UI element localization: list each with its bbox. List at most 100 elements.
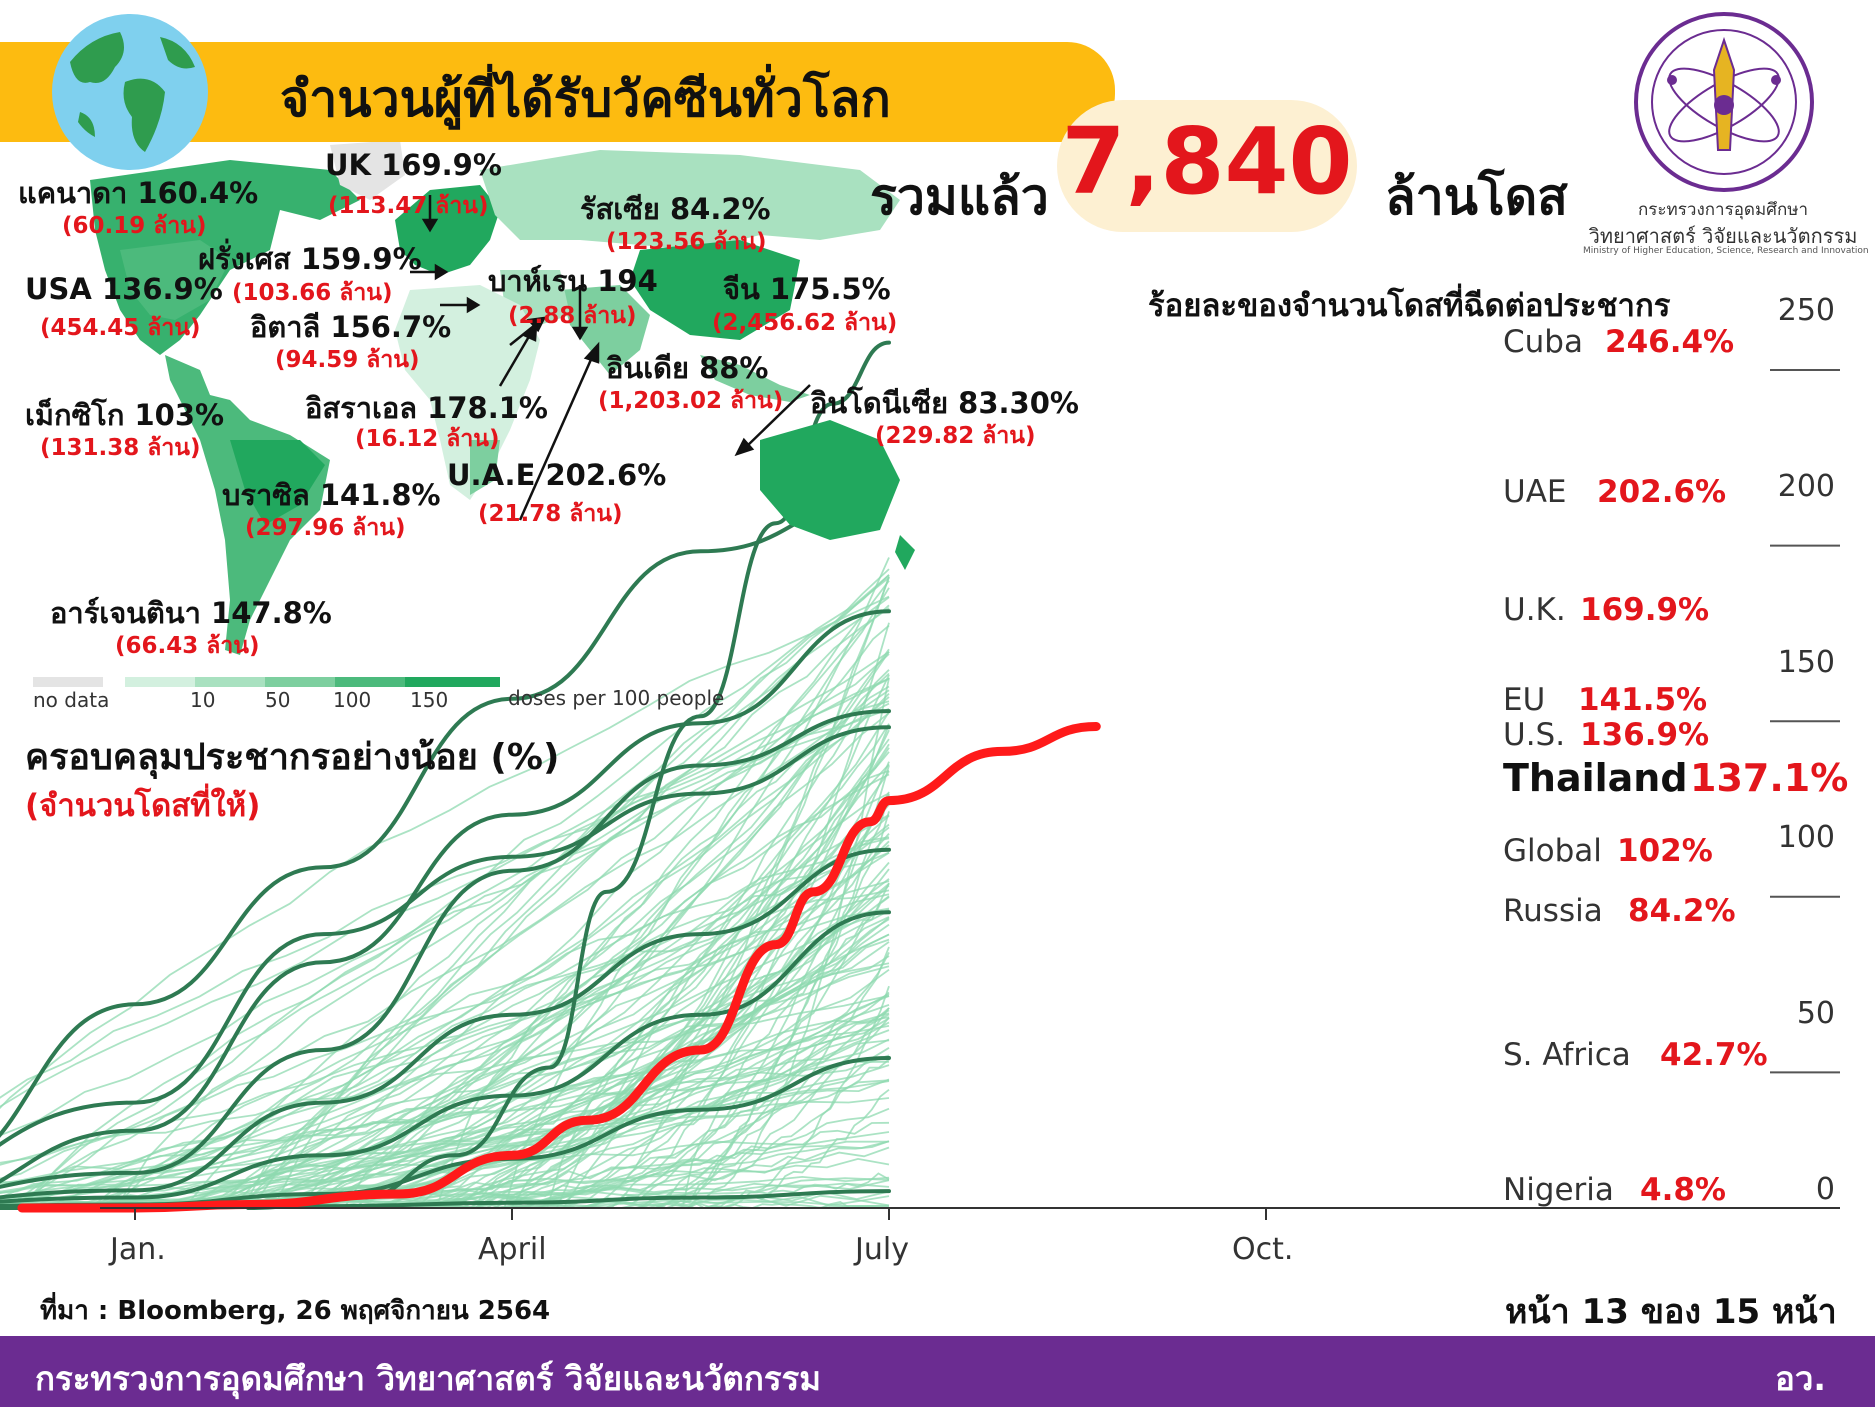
x-tick-july: July [855,1232,909,1267]
map-label-brazil: บราซิล 141.8% [222,478,441,512]
background-line [272,574,890,1209]
legend-tick-50: 50 [265,688,291,712]
map-doses-brazil: (297.96 ล้าน) [245,515,406,541]
map-label-argentina: อาร์เจนตินา 147.8% [50,596,332,630]
series-line-russia [0,910,891,1204]
background-line [0,907,890,1164]
map-label-usa: USA 136.9% [25,272,223,306]
background-line [6,677,890,1208]
map-doses-italy: (94.59 ล้าน) [275,347,420,373]
series-label-thailand: Thailand [1503,756,1688,800]
legend-tick-150: 150 [410,688,449,712]
series-value-russia: 84.2% [1628,893,1736,929]
y-tick-50: 50 [1796,996,1835,1031]
map-label-china: จีน 175.5% [723,272,891,306]
footer-ministry: กระทรวงการอุดมศึกษา วิทยาศาสตร์ วิจัยและ… [35,1359,822,1398]
legend-tick-10: 10 [190,688,216,712]
map-doses-indonesia: (229.82 ล้าน) [875,423,1036,449]
map-doses-france: (103.66 ล้าน) [232,280,393,306]
logo-name-en: Ministry of Higher Education, Science, R… [1583,246,1869,256]
series-line-thailand [17,722,1101,1213]
series-label-cuba: Cuba [1503,324,1583,360]
background-line [637,951,890,1209]
total-badge [1057,100,1357,232]
background-line [0,994,890,1166]
y-tick-200: 200 [1777,469,1835,504]
background-line [546,803,890,1208]
map-label-italy: อิตาลี 156.7% [250,310,452,344]
map-doses-argentina: (66.43 ล้าน) [115,633,260,659]
y-axis-ticks [1770,369,1840,1074]
background-line [243,851,890,1208]
logo-name-th-1: กระทรวงการอุดมศึกษา [1638,200,1808,220]
series-value-cuba: 246.4% [1605,324,1735,360]
background-line [0,689,890,1180]
map-doses-bahrain: (2.88 ล้าน) [508,303,637,329]
map-label-russia: รัสเซีย 84.2% [580,192,771,226]
background-line [250,568,890,1209]
legend-swatch-150 [405,677,500,687]
background-line [686,985,890,1209]
map-label-bahrain: บาห์เรน 194 [488,264,658,298]
total-doses-value: 7,840 [1061,108,1353,215]
coverage-title: ครอบคลุมประชากรอย่างน้อย (%) [25,737,560,778]
series-value-thailand: 137.1% [1690,756,1849,800]
background-line [0,814,890,1209]
x-tick-jan: Jan. [110,1232,166,1267]
y-tick-100: 100 [1777,820,1835,855]
x-tick-april: April [478,1232,547,1267]
total-suffix: ล้านโดส [1385,168,1568,226]
background-line [202,604,890,1204]
series-line-uae [0,494,891,1138]
map-label-india: อินเดีย 88% [606,351,769,385]
map-label-mexico: เม็กซิโก 103% [25,398,225,432]
legend-no-data: no data [33,688,110,712]
background-line [171,651,890,1209]
background-line [509,761,890,1209]
series-label-us: U.S. [1503,717,1566,753]
background-line [0,908,890,1200]
legend-swatch-10 [195,677,265,687]
background-line [230,607,890,1209]
map-doses-canada: (60.19 ล้าน) [62,213,207,239]
series-label-nigeria: Nigeria [1503,1172,1614,1208]
background-line [0,702,890,1099]
background-line [343,769,890,1209]
map-land [90,140,915,655]
footer-abbr: อว. [1775,1359,1826,1398]
series-label-eu: EU [1503,682,1546,718]
series-label-russia: Russia [1503,893,1603,929]
background-line [227,672,890,1209]
background-line [301,792,890,1204]
x-tick-oct: Oct. [1232,1232,1294,1267]
map-label-israel: อิสราเอล 178.1% [305,391,548,425]
map-label-canada: แคนาดา 160.4% [18,176,259,210]
map-label-indonesia: อินโดนีเซีย 83.30% [810,386,1079,420]
map-label-uae: U.A.E 202.6% [447,458,667,492]
background-line [89,893,890,1209]
background-line [597,576,890,1205]
legend-swatch-no-data [33,677,103,687]
series-value-nigeria: 4.8% [1640,1172,1726,1208]
x-axis-tickmarks [134,1208,1267,1220]
map-doses-india: (1,203.02 ล้าน) [598,388,784,414]
background-line [450,833,890,1205]
background-line [292,580,890,1209]
series-line-eu [0,709,891,1189]
map-doses-usa: (454.45 ล้าน) [40,315,201,341]
map-doses-israel: (16.12 ล้าน) [355,426,500,452]
legend-unit: doses per 100 people [508,686,725,710]
background-line [497,1007,890,1207]
y-tick-150: 150 [1777,645,1835,680]
map-arrows [410,195,811,521]
series-label-uae: UAE [1503,474,1567,510]
logo-name-th-2: วิทยาศาสตร์ วิจัยและนวัตกรรม [1588,224,1858,248]
background-line [330,991,890,1209]
map-label-france: ฝรั่งเศส 159.9% [198,242,422,276]
background-line [503,624,890,1209]
background-line [0,826,890,1195]
series-value-eu: 141.5% [1578,682,1708,718]
map-doses-china: (2,456.62 ล้าน) [712,310,898,336]
background-line [373,738,890,1209]
background-line [190,962,890,1206]
